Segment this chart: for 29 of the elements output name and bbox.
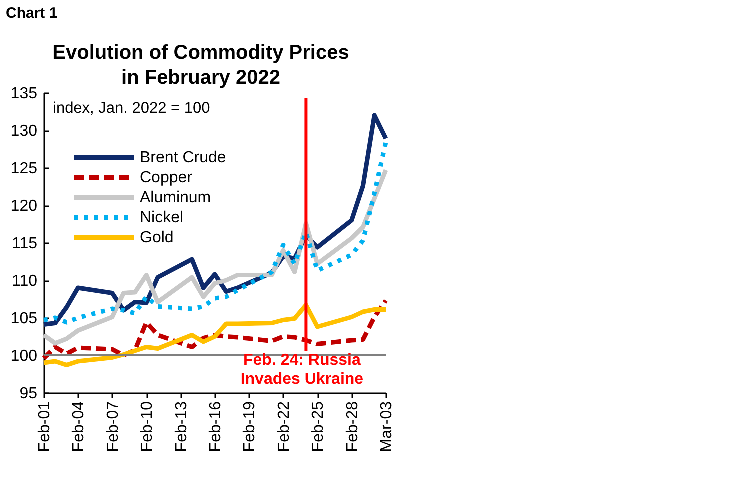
y-tick-label: 115	[12, 236, 38, 252]
x-tick-label: Feb-01	[36, 401, 54, 452]
y-tick-label: 125	[10, 160, 38, 178]
x-tick-label: Feb-25	[310, 401, 328, 452]
x-tick-label: Feb-19	[242, 401, 259, 452]
x-tick-label: Feb-10	[139, 401, 156, 452]
y-tick-label: 110	[12, 273, 38, 290]
y-tick-label: 105	[10, 310, 38, 328]
x-tick-label: Feb-13	[173, 401, 190, 452]
x-tick-label: Feb-04	[70, 401, 88, 452]
legend-label: Aluminum	[140, 190, 212, 207]
legend-label: Gold	[140, 230, 174, 247]
legend-label: Copper	[140, 170, 194, 187]
x-tick-label: Mar-03	[378, 401, 396, 452]
caption: Chart 1	[6, 5, 58, 22]
x-tick-label: Feb-07	[104, 401, 122, 452]
y-tick-label: 100	[10, 348, 38, 365]
ref-line-label: Feb. 24: Russia Invades Ukraine	[240, 352, 364, 388]
x-tick-label: Feb-28	[344, 401, 362, 452]
y-axis-title: index, Jan. 2022 = 100	[53, 100, 211, 117]
x-tick-label: Feb-22	[276, 401, 293, 452]
x-tick-label: Feb-16	[208, 401, 224, 452]
y-tick-label: 120	[10, 198, 38, 215]
legend-label: Brent Crude	[140, 150, 226, 167]
chart-title: Evolution of Commodity Prices in February 2022	[52, 42, 350, 89]
y-tick-label: 130	[10, 123, 38, 140]
legend-label: Nickel	[140, 210, 184, 227]
y-tick-label: 135	[10, 86, 38, 102]
y-tick-label: 95	[20, 386, 38, 402]
